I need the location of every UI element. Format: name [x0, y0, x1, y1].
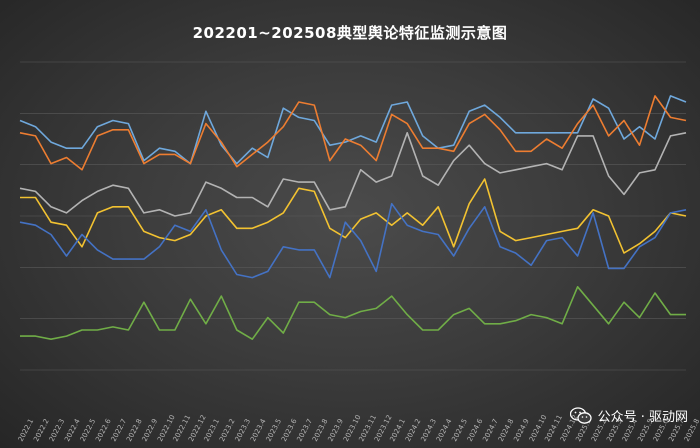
watermark: 公众号 · 驱动网 — [569, 406, 688, 425]
series-line-4 — [20, 178, 687, 254]
series-line-6 — [20, 285, 686, 341]
series-line-1 — [19, 95, 687, 165]
watermark-text: 公众号 · 驱动网 — [597, 410, 688, 425]
series-line-5 — [19, 202, 687, 279]
series-line-2 — [19, 95, 687, 171]
chart-title: 202201~202508典型舆论特征监测示意图 — [192, 24, 508, 42]
series-line-3 — [19, 132, 687, 217]
wechat-icon — [569, 406, 592, 424]
